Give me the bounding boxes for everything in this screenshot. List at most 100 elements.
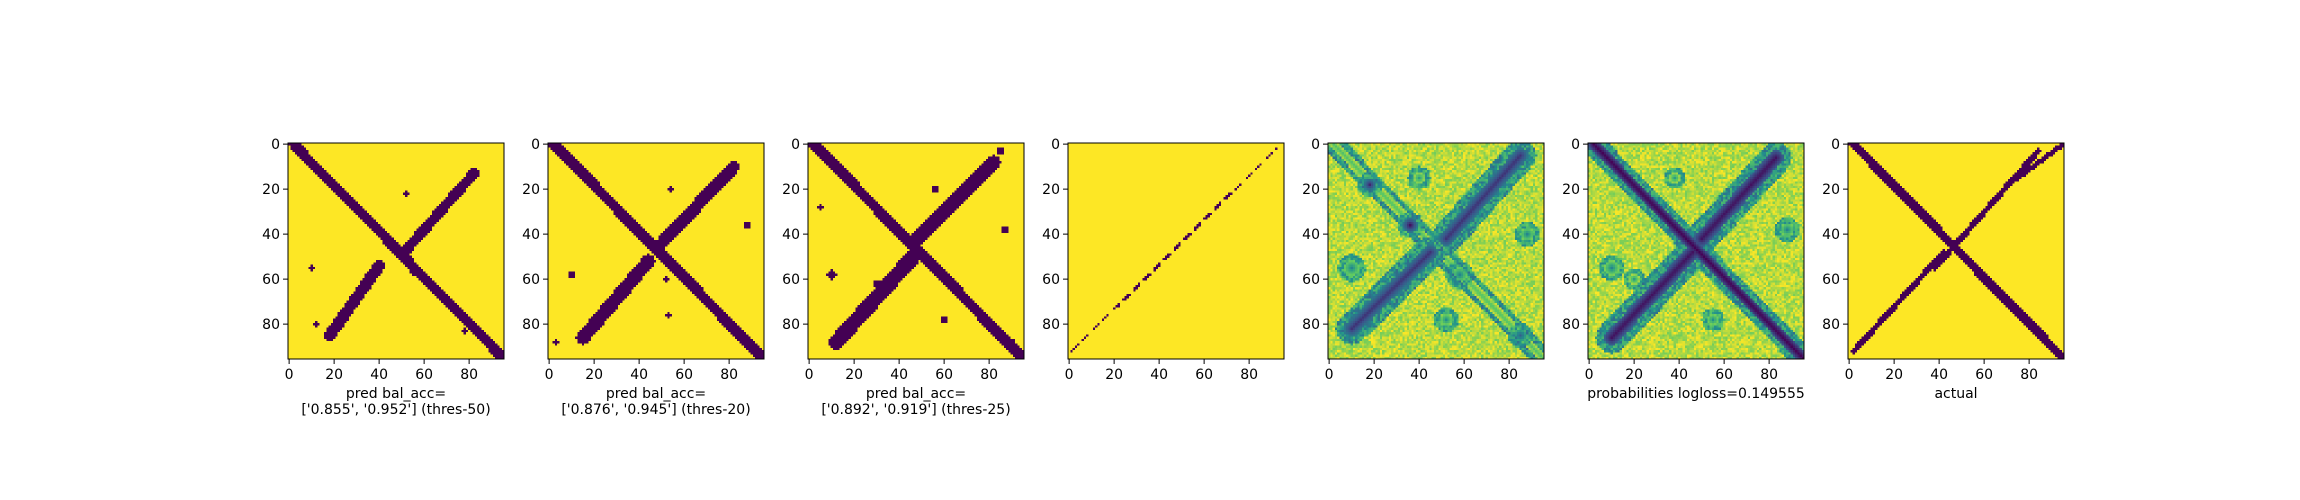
heatmap-cell-run — [1413, 154, 1417, 158]
heatmap-cell-run — [1382, 203, 1385, 207]
heatmap-cell-run — [1097, 325, 1285, 329]
heatmap-cell-run — [1528, 145, 1532, 149]
heatmap-cell-run — [1411, 197, 1415, 200]
heatmap-cell-run — [1483, 147, 1487, 151]
heatmap-cell-run — [895, 287, 949, 290]
heatmap-cell-run — [640, 280, 666, 284]
heatmap-cell-run — [1496, 174, 1500, 178]
heatmap-cell-run — [1433, 197, 1437, 200]
heatmap-cell-run — [626, 275, 644, 279]
heatmap-cell-run — [1427, 194, 1430, 198]
heatmap-cell-run — [548, 316, 592, 320]
heatmap-cell-run — [1424, 183, 1428, 187]
heatmap-cell-run — [1512, 174, 1516, 178]
heatmap-cell-run — [288, 172, 316, 176]
heatmap-cell-run — [1429, 174, 1433, 178]
heatmap-cell-run — [1496, 210, 1500, 214]
heatmap-cell-run — [477, 167, 505, 171]
heatmap-cell-run — [575, 273, 628, 277]
heatmap-cell-run — [1481, 183, 1484, 187]
heatmap-cell-run — [710, 181, 729, 185]
heatmap-cell-run — [1346, 145, 1349, 149]
heatmap-cell-run — [1465, 145, 1469, 149]
heatmap-cell-run — [586, 167, 725, 171]
heatmap-cell-run — [398, 257, 415, 261]
heatmap-cell-run — [1469, 190, 1473, 194]
heatmap-cell-run — [1348, 174, 1352, 178]
heatmap-cell-run — [548, 253, 648, 257]
heatmap-cell-run — [1409, 210, 1412, 214]
heatmap-cell-run — [1402, 199, 1406, 203]
heatmap-cell-run — [1505, 194, 1509, 198]
heatmap-cell-run — [1343, 163, 1347, 167]
heatmap-cell-run — [1447, 165, 1451, 169]
heatmap-cell-run — [1505, 206, 1509, 209]
heatmap-cell-run — [1348, 143, 1352, 146]
heatmap-cell-run — [1395, 156, 1399, 160]
heatmap-cell-run — [1332, 154, 1336, 158]
heatmap-cell-run — [808, 343, 829, 347]
heatmap-cell-run — [1427, 179, 1430, 182]
heatmap-cell-run — [1492, 161, 1496, 164]
heatmap-cell-run — [1454, 208, 1457, 212]
heatmap-cell-run — [1427, 188, 1430, 191]
heatmap-cell-run — [1528, 203, 1532, 207]
heatmap-cell-run — [1384, 192, 1388, 196]
heatmap-cell-run — [1409, 206, 1412, 209]
heatmap-cell-run — [364, 275, 379, 279]
heatmap-cell-run — [548, 311, 596, 315]
heatmap-cell-run — [1068, 156, 1267, 160]
heatmap-cell-run — [1068, 341, 1285, 344]
heatmap-cell-run — [1330, 192, 1334, 196]
heatmap-cell-run — [1469, 194, 1475, 198]
heatmap-cell-run — [1465, 194, 1469, 198]
heatmap-cell-run — [1463, 152, 1466, 155]
heatmap-cell-run — [710, 309, 725, 313]
heatmap-cell-run — [548, 194, 599, 198]
heatmap-cell-run — [844, 320, 865, 324]
heatmap-cell-run — [568, 273, 576, 277]
heatmap-cell-run — [1496, 206, 1500, 209]
heatmap-cell-run — [1514, 176, 1518, 180]
heatmap-cell-run — [1438, 154, 1442, 158]
heatmap-cell-run — [954, 278, 1025, 281]
heatmap-cell-run — [1384, 145, 1388, 149]
heatmap-cell-run — [669, 269, 686, 272]
heatmap-cell-run — [1388, 179, 1392, 182]
heatmap-cell-run — [1411, 156, 1415, 160]
heatmap-cell-run — [1406, 208, 1410, 212]
heatmap-cell-run — [665, 275, 668, 279]
heatmap-cell-run — [1427, 161, 1430, 164]
y-tick-label: 40 — [522, 227, 540, 243]
heatmap-cell-run — [1469, 172, 1473, 176]
heatmap-cell-run — [1418, 161, 1421, 164]
heatmap-cell-run — [288, 316, 336, 320]
heatmap-cell-run — [1189, 235, 1285, 239]
heatmap-cell-run — [1427, 147, 1430, 151]
heatmap-cell-run — [1501, 152, 1505, 155]
heatmap-cell-run — [588, 341, 740, 344]
heatmap-cell-run — [938, 226, 1003, 230]
heatmap-cell-run — [1388, 206, 1392, 209]
heatmap-cell-run — [1355, 149, 1358, 153]
heatmap-cell-run — [1431, 188, 1435, 191]
heatmap-cell-run — [1458, 156, 1462, 160]
heatmap-cell-run — [579, 161, 731, 164]
heatmap-cell-run — [1474, 172, 1478, 176]
heatmap-cell-run — [1447, 197, 1451, 200]
heatmap-cell-run — [848, 170, 976, 173]
heatmap-cell-run — [808, 210, 874, 214]
heatmap-cell-run — [1483, 203, 1487, 207]
heatmap-cell-run — [1375, 174, 1379, 178]
heatmap-cell-run — [1431, 147, 1435, 151]
heatmap-cell-run — [1469, 179, 1473, 182]
heatmap-cell-run — [963, 201, 1025, 205]
heatmap-cell-run — [432, 210, 449, 214]
heatmap-cell-run — [1422, 206, 1426, 209]
heatmap-cell-run — [1508, 167, 1511, 171]
heatmap-cell-run — [1391, 167, 1394, 171]
heatmap-cell-run — [808, 338, 829, 342]
heatmap-cell-run — [1521, 192, 1525, 196]
heatmap-cell-run — [1334, 192, 1338, 196]
heatmap-cell-run — [1068, 181, 1285, 185]
